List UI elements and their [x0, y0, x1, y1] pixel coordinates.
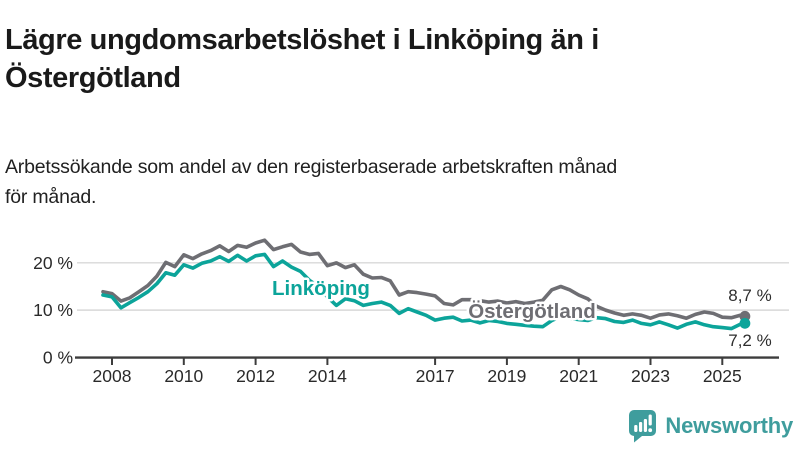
end-value-label-ostergotland: 8,7 %: [728, 286, 771, 305]
x-tick-label-2008: 2008: [93, 366, 132, 386]
x-axis-tick-labels: 2008 2010 2012 2014 2017 2019 2021 2023 2025: [93, 366, 742, 386]
end-value-label-linkoping: 7,2 %: [728, 331, 771, 350]
newsworthy-logo-icon: [629, 410, 657, 443]
x-tick-label-2021: 2021: [559, 366, 598, 386]
series-line-linkoping: [101, 252, 747, 331]
gridlines: [77, 262, 789, 311]
y-axis-labels: 0 % 10 % 20 %: [33, 253, 73, 368]
y-tick-label-0: 0 %: [43, 347, 73, 367]
x-axis-ticks: [111, 358, 724, 365]
y-tick-label-10: 10 %: [33, 300, 73, 320]
x-tick-label-2012: 2012: [236, 366, 275, 386]
chart-subtitle-line2: för månad.: [5, 185, 97, 208]
x-tick-label-2025: 2025: [703, 366, 742, 386]
series-line-ostergotland: [101, 238, 747, 321]
newsworthy-brand-label: Newsworthy: [665, 413, 793, 438]
x-tick-label-2023: 2023: [631, 366, 670, 386]
x-tick-label-2017: 2017: [416, 366, 455, 386]
x-tick-label-2010: 2010: [164, 366, 203, 386]
series-end-dot-linkoping: [739, 317, 751, 329]
page-title-line2: Östergötland: [5, 62, 181, 95]
newsworthy-brand-link[interactable]: Newsworthy: [627, 407, 793, 445]
page-title-line1: Lägre ungdomsarbetslöshet i Linköping än…: [5, 24, 599, 57]
chart-subtitle-line1: Arbetssökande som andel av den registerb…: [5, 155, 618, 178]
page-title: Lägre ungdomsarbetslöshet i Linköping än…: [5, 21, 785, 97]
y-tick-label-20: 20 %: [33, 253, 73, 273]
series-label-ostergotland: Östergötland: [468, 300, 596, 323]
chart-subtitle: Arbetssökande som andel av den registerb…: [5, 152, 785, 212]
x-tick-label-2019: 2019: [487, 366, 526, 386]
x-tick-label-2014: 2014: [308, 366, 347, 386]
series-label-linkoping: Linköping: [272, 277, 370, 300]
